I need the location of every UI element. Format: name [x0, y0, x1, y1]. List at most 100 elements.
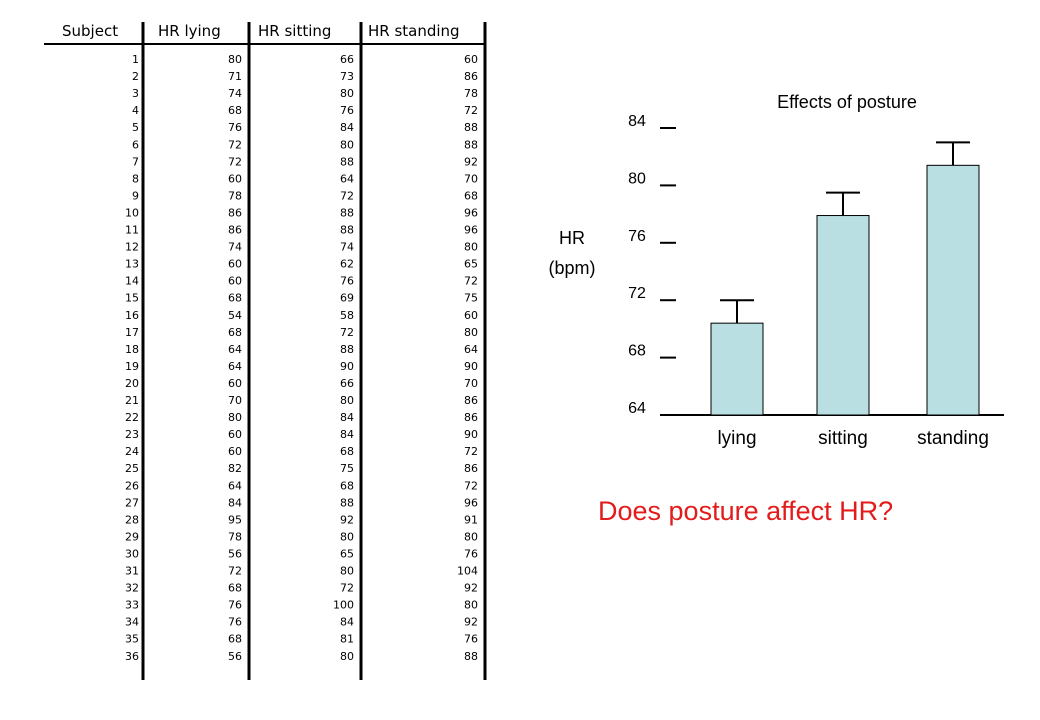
table-cell: 65	[340, 547, 354, 560]
table-cell: 64	[228, 360, 242, 373]
table-cell: 7	[132, 155, 139, 168]
table-cell: 69	[340, 292, 354, 305]
bar-sitting	[816, 215, 870, 416]
table-cell: 86	[464, 70, 478, 83]
table-cell: 21	[125, 394, 139, 407]
table-cell: 68	[228, 104, 242, 117]
table-cell: 84	[228, 496, 242, 509]
table-cell: 91	[464, 513, 478, 526]
table-cell: 78	[228, 530, 242, 543]
y-tick-label: 64	[628, 400, 646, 417]
table-cell: 80	[340, 394, 354, 407]
table-cell: 32	[125, 582, 139, 595]
table-header: HR sitting	[258, 22, 331, 40]
table-cell: 76	[464, 547, 478, 560]
table-cell: 29	[125, 530, 139, 543]
table-cell: 25	[125, 462, 139, 475]
table-cell: 66	[340, 377, 354, 390]
table-cell: 60	[228, 172, 242, 185]
bar-standing	[926, 164, 980, 416]
y-tick-label: 72	[628, 285, 646, 302]
table-cell: 86	[464, 411, 478, 424]
table-cell: 64	[464, 343, 478, 356]
table-cell: 80	[228, 53, 242, 66]
table-cell: 24	[125, 445, 139, 458]
table-cell: 72	[340, 582, 354, 595]
table-cell: 16	[125, 309, 139, 322]
table-cell: 80	[464, 241, 478, 254]
table-cell: 9	[132, 189, 139, 202]
table-cell: 86	[228, 224, 242, 237]
table-cell: 60	[228, 428, 242, 441]
table-cell: 88	[340, 343, 354, 356]
table-cell: 88	[464, 138, 478, 151]
table-cell: 70	[228, 394, 242, 407]
question-text: Does posture affect HR?	[598, 496, 894, 526]
table-cell: 88	[340, 155, 354, 168]
table-cell: 72	[228, 155, 242, 168]
table-cell: 11	[125, 224, 139, 237]
table-cell: 28	[125, 513, 139, 526]
table-cell: 82	[228, 462, 242, 475]
table-cell: 66	[340, 53, 354, 66]
table-cell: 60	[228, 275, 242, 288]
table-cell: 92	[464, 155, 478, 168]
table-cell: 68	[228, 292, 242, 305]
table-cell: 88	[464, 121, 478, 134]
table-cell: 70	[464, 172, 478, 185]
table-cell: 70	[464, 377, 478, 390]
table-cell: 31	[125, 565, 139, 578]
table-cell: 86	[228, 206, 242, 219]
table-cell: 86	[464, 394, 478, 407]
table-cell: 18	[125, 343, 139, 356]
table-cell: 81	[340, 633, 354, 646]
table-cell: 6	[132, 138, 139, 151]
table-cell: 88	[340, 496, 354, 509]
table-cell: 96	[464, 496, 478, 509]
y-tick-label: 80	[628, 170, 646, 187]
table-cell: 84	[340, 121, 354, 134]
table-cell: 78	[228, 189, 242, 202]
table-cell: 30	[125, 547, 139, 560]
table-header: HR lying	[158, 22, 221, 40]
table-cell: 74	[228, 241, 242, 254]
table-cell: 80	[228, 411, 242, 424]
table-cell: 96	[464, 206, 478, 219]
table-cell: 20	[125, 377, 139, 390]
table-cell: 76	[228, 616, 242, 629]
chart-title: Effects of posture	[777, 92, 917, 112]
bar-lying	[710, 322, 764, 416]
table-cell: 33	[125, 599, 139, 612]
table-cell: 95	[228, 513, 242, 526]
table-cell: 75	[464, 292, 478, 305]
table-cell: 84	[340, 428, 354, 441]
table-cell: 92	[340, 513, 354, 526]
table-cell: 80	[340, 138, 354, 151]
table-cell: 80	[464, 326, 478, 339]
table-cell: 27	[125, 496, 139, 509]
table-cell: 74	[228, 87, 242, 100]
table-cell: 84	[340, 411, 354, 424]
column-divider	[483, 22, 487, 680]
table-cell: 75	[340, 462, 354, 475]
y-tick-label: 76	[628, 228, 646, 245]
table-cell: 13	[125, 258, 139, 271]
table-cell: 72	[228, 565, 242, 578]
x-tick-label: lying	[717, 428, 756, 449]
table-cell: 68	[228, 582, 242, 595]
table-cell: 60	[228, 445, 242, 458]
table-cell: 80	[340, 650, 354, 663]
table-cell: 19	[125, 360, 139, 373]
x-tick-label: sitting	[818, 428, 868, 449]
table-cell: 68	[228, 633, 242, 646]
table-cell: 8	[132, 172, 139, 185]
table-cell: 65	[464, 258, 478, 271]
table-cell: 76	[228, 121, 242, 134]
table-cell: 72	[464, 445, 478, 458]
table-cell: 10	[125, 206, 139, 219]
column-divider	[247, 22, 251, 680]
x-tick-label: standing	[917, 428, 989, 449]
table-cell: 76	[340, 104, 354, 117]
